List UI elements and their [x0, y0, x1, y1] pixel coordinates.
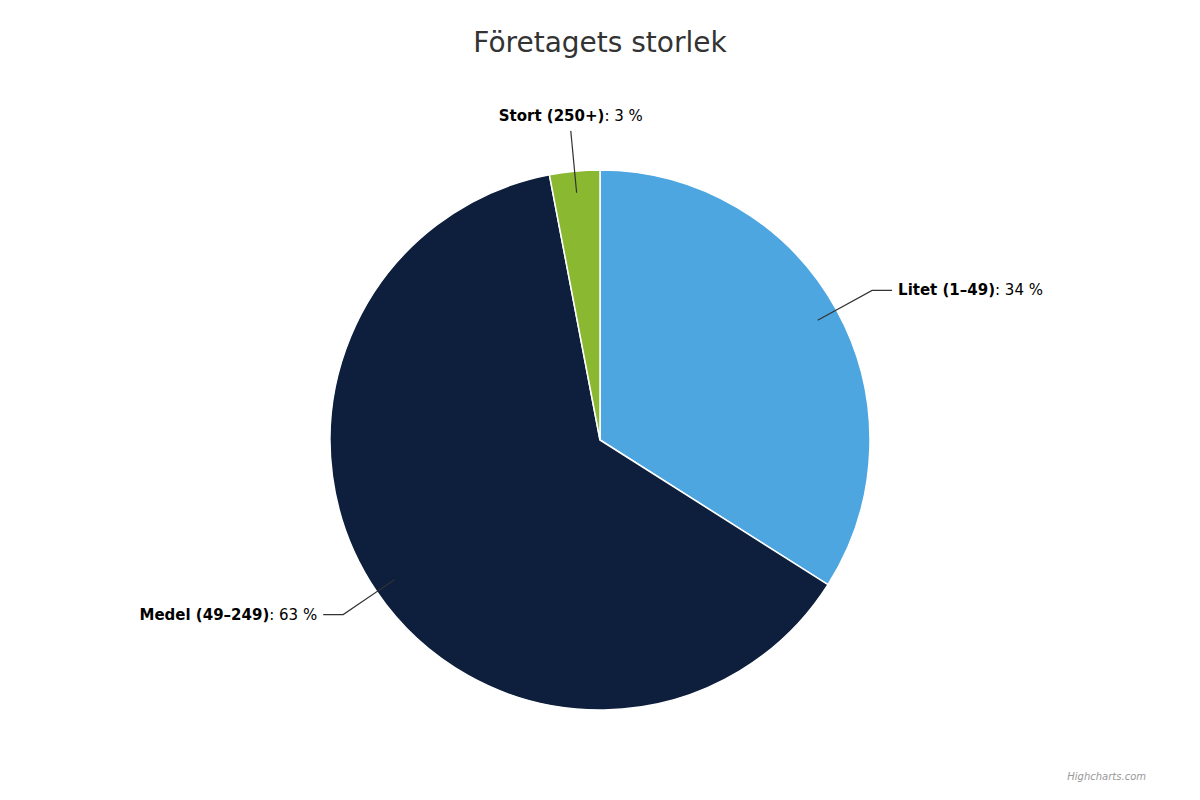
- slices: [330, 170, 870, 710]
- data-labels: Litet (1–49): 34 % Medel (49–249): 63 % St…: [139, 107, 1043, 624]
- pie-slice: [549, 170, 600, 440]
- leader-line: [818, 290, 892, 320]
- data-label-category: Stort (250+): [499, 107, 605, 125]
- data-label-value: : 34 %: [995, 281, 1043, 299]
- data-label: Stort (250+): 3 %: [499, 107, 643, 125]
- data-label-category: Litet (1–49): [898, 281, 995, 299]
- data-label: Litet (1–49): 34 %: [898, 281, 1043, 299]
- background: [0, 0, 1200, 800]
- data-label-value: : 63 %: [269, 606, 317, 624]
- data-label: Medel (49–249): 63 %: [139, 606, 317, 624]
- title: Företagets storlek: [473, 26, 727, 59]
- chart: Företagets storlek Litet (1–49): 34 % Mede…: [0, 0, 1200, 800]
- leader-line: [323, 580, 394, 615]
- leader-line: [571, 131, 577, 193]
- annotation: Highcharts.com: [1067, 771, 1146, 782]
- data-label-value: : 3 %: [604, 107, 642, 125]
- data-label-category: Medel (49–249): [139, 606, 269, 624]
